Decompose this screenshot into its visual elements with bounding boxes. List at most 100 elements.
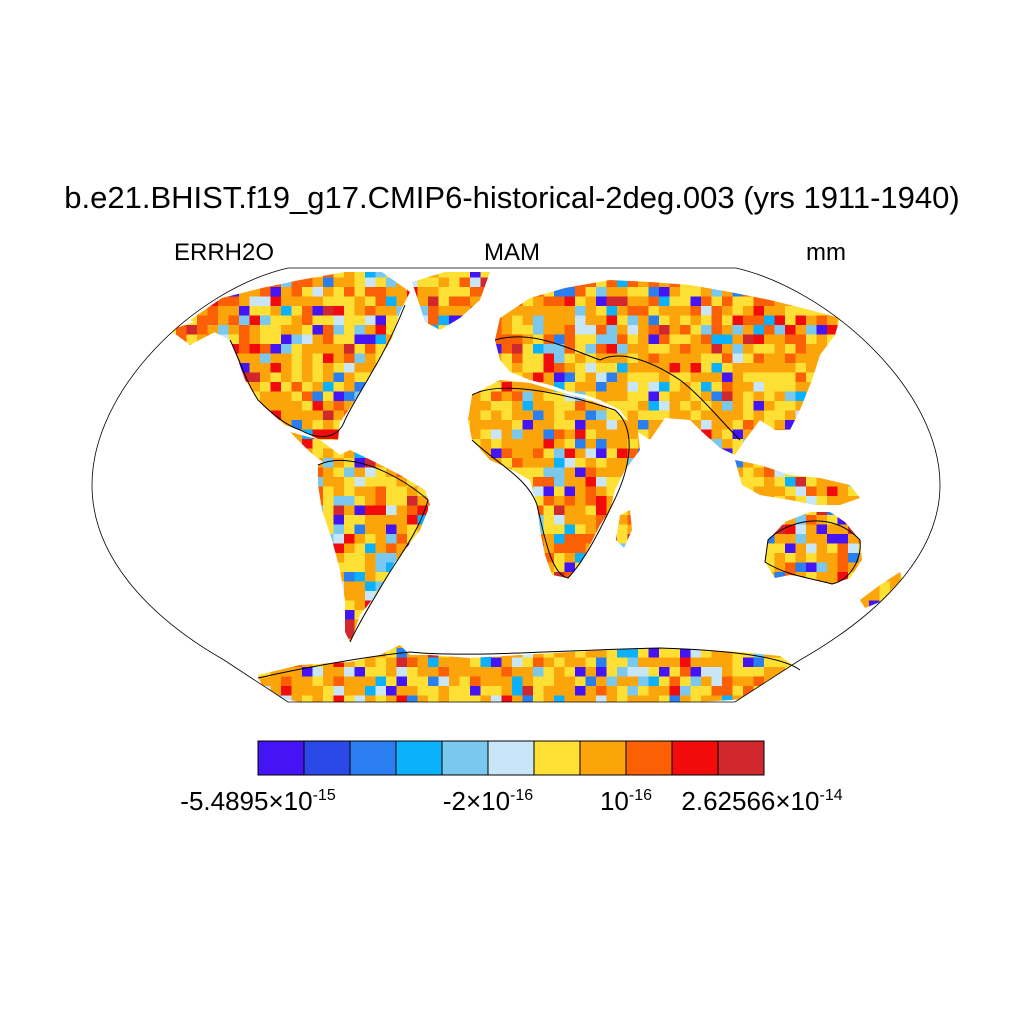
map-grid-cell: [512, 600, 523, 611]
map-grid-cell: [501, 272, 513, 278]
map-grid-cell: [197, 287, 208, 297]
map-grid-cell: [816, 315, 828, 326]
map-grid-cell: [176, 382, 187, 392]
map-grid-cell: [858, 524, 870, 535]
map-grid-cell: [428, 524, 439, 535]
map-grid-cell: [648, 344, 660, 354]
map-grid-cell: [659, 363, 670, 373]
map-grid-cell: [596, 363, 607, 373]
map-grid-cell: [669, 657, 681, 668]
map-grid-cell: [344, 600, 355, 611]
colorbar-tick-label: 10-16: [599, 786, 653, 816]
map-grid-cell: [627, 553, 639, 563]
map-grid-cell: [585, 467, 597, 478]
map-grid-cell: [575, 315, 586, 326]
map-grid-cell: [512, 572, 523, 582]
variable-label: ERRH2O: [174, 239, 275, 266]
map-grid-cell: [722, 648, 733, 658]
map-grid-cell: [407, 534, 418, 544]
map-grid-cell: [103, 696, 114, 706]
map-grid-cell: [386, 325, 397, 335]
map-grid-cell: [701, 439, 712, 449]
map-grid-cell: [669, 382, 681, 392]
map-grid-cell: [207, 667, 219, 677]
map-grid-cell: [228, 515, 240, 525]
map-grid-cell: [879, 600, 891, 611]
map-grid-cell: [302, 667, 313, 677]
map-grid-cell: [186, 505, 198, 516]
map-grid-cell: [879, 638, 891, 649]
map-grid-cell: [575, 638, 586, 649]
map-grid-cell: [228, 505, 240, 516]
map-grid-cell: [480, 315, 492, 326]
map-grid-cell: [764, 553, 775, 563]
map-grid-cell: [438, 638, 450, 649]
map-grid-cell: [617, 562, 628, 573]
map-grid-cell: [134, 534, 145, 544]
map-grid-cell: [785, 363, 796, 373]
map-grid-cell: [407, 306, 418, 316]
map-grid-cell: [564, 553, 576, 563]
map-grid-cell: [554, 287, 565, 297]
map-grid-cell: [155, 420, 166, 430]
map-grid-cell: [197, 667, 208, 677]
map-grid-cell: [176, 591, 187, 601]
map-grid-cell: [312, 667, 324, 677]
map-grid-cell: [176, 619, 187, 630]
map-grid-cell: [785, 676, 796, 687]
map-grid-cell: [145, 667, 156, 677]
map-grid-cell: [858, 391, 870, 402]
map-grid-cell: [711, 676, 723, 687]
map-grid-cell: [669, 353, 681, 364]
map-grid-cell: [344, 372, 355, 383]
map-grid-cell: [155, 544, 166, 554]
map-grid-cell: [795, 648, 807, 658]
map-grid-cell: [690, 448, 702, 459]
map-grid-cell: [207, 372, 219, 383]
map-grid-cell: [806, 420, 817, 430]
map-grid-cell: [848, 505, 859, 516]
map-grid-cell: [659, 353, 670, 364]
map-grid-cell: [218, 695, 229, 702]
map-grid-cell: [764, 439, 775, 449]
map-grid-cell: [564, 287, 576, 297]
map-grid-cell: [365, 363, 376, 373]
map-grid-cell: [816, 372, 828, 383]
map-grid-cell: [911, 382, 922, 392]
map-grid-cell: [795, 458, 807, 468]
map-grid-cell: [711, 648, 723, 658]
map-grid-cell: [533, 619, 544, 630]
map-grid-cell: [113, 306, 124, 316]
map-grid-cell: [145, 553, 156, 563]
map-grid-cell: [197, 429, 208, 440]
map-grid-cell: [638, 496, 649, 506]
map-grid-cell: [386, 363, 397, 373]
map-grid-cell: [323, 610, 334, 620]
map-grid-cell: [890, 306, 901, 316]
map-grid-cell: [638, 439, 649, 449]
map-grid-cell: [270, 648, 282, 658]
map-grid-cell: [291, 477, 303, 487]
map-grid-cell: [543, 553, 555, 563]
map-grid-cell: [701, 296, 712, 307]
map-grid-cell: [617, 353, 628, 364]
map-grid-cell: [554, 477, 565, 487]
map-grid-cell: [606, 458, 618, 468]
map-grid-cell: [564, 315, 576, 326]
map-grid-cell: [837, 391, 849, 402]
map-grid-cell: [170, 486, 177, 497]
map-grid-cell: [134, 496, 145, 506]
map-grid-cell: [753, 524, 765, 535]
map-grid-cell: [848, 277, 859, 288]
map-grid-cell: [113, 335, 124, 345]
map-grid-cell: [480, 553, 492, 563]
map-grid-cell: [480, 287, 492, 297]
map-grid-cell: [774, 439, 786, 449]
map-grid-cell: [249, 467, 261, 478]
map-grid-cell: [407, 315, 418, 326]
map-grid-cell: [701, 524, 712, 535]
map-grid-cell: [428, 458, 439, 468]
map-grid-cell: [491, 581, 502, 592]
map-grid-cell: [533, 676, 544, 687]
map-grid-cell: [375, 401, 387, 411]
